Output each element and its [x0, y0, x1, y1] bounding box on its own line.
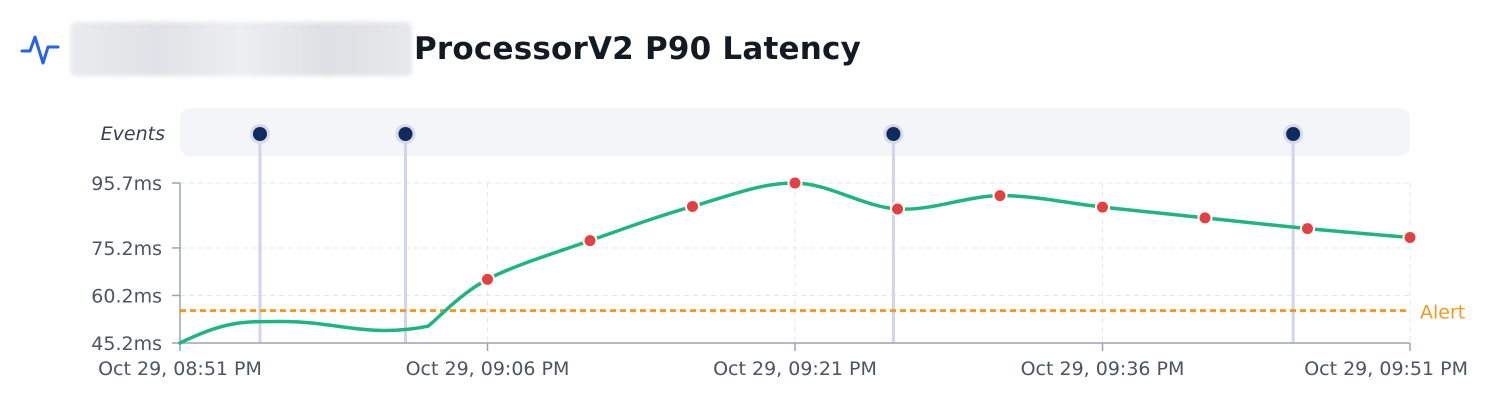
event-markers [249, 124, 1304, 144]
page-title: ProcessorV2 P90 Latency [414, 31, 861, 67]
y-tick-label: 60.2ms [91, 285, 162, 307]
event-lines [258, 140, 1295, 343]
y-tick-label: 45.2ms [91, 333, 162, 355]
y-ticks: 95.7ms 75.2ms 60.2ms 45.2ms [91, 173, 180, 355]
data-point [787, 175, 803, 191]
data-point [1300, 221, 1315, 237]
data-point [480, 271, 495, 287]
data-point [1197, 210, 1213, 226]
events-label: Events [101, 123, 165, 145]
data-point [992, 188, 1008, 204]
data-point [685, 198, 700, 214]
alert-label: Alert [1420, 302, 1465, 324]
event-dot [886, 127, 901, 141]
data-point [1402, 229, 1418, 245]
event-dot [398, 127, 413, 141]
data-point [582, 233, 598, 249]
x-tick-label: Oct 29, 09:51 PM [1304, 358, 1468, 380]
y-tick-label: 95.7ms [91, 173, 162, 195]
events-band [180, 108, 1410, 156]
chart-header: ProcessorV2 P90 Latency [20, 22, 861, 76]
pulse-icon [20, 35, 60, 65]
data-markers [480, 175, 1418, 287]
data-point [1095, 199, 1110, 215]
x-tick-label: Oct 29, 09:21 PM [713, 358, 877, 380]
x-ticks: Oct 29, 08:51 PM Oct 29, 09:06 PM Oct 29, … [98, 343, 1468, 380]
x-tick-label: Oct 29, 09:06 PM [406, 358, 570, 380]
x-tick-label: Oct 29, 09:36 PM [1021, 358, 1185, 380]
y-tick-label: 75.2ms [91, 238, 162, 260]
x-tick-label: Oct 29, 08:51 PM [98, 358, 262, 380]
redacted-title-prefix [70, 22, 412, 76]
event-dot [252, 127, 267, 141]
grid [179, 182, 1411, 344]
event-dot [1286, 127, 1301, 141]
data-point [890, 201, 905, 217]
